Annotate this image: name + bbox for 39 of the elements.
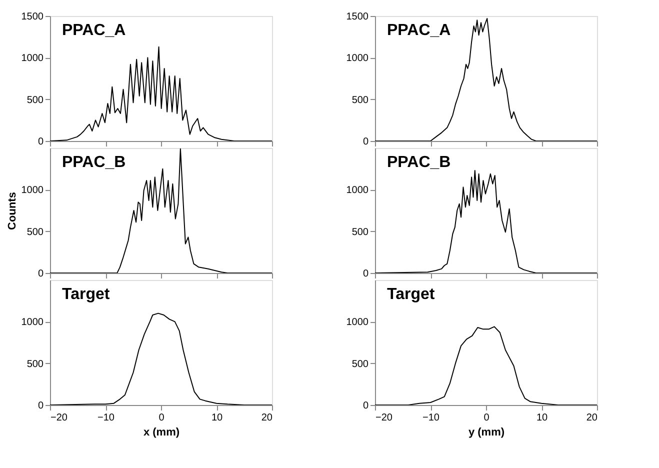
x-axis-title: y (mm) (468, 426, 505, 438)
y-tick-label: 0 (362, 400, 369, 412)
y-tick-label: 1500 (346, 12, 369, 22)
annotation: PPAC_B (62, 154, 126, 171)
x-tick-label: 20 (586, 412, 598, 424)
y-tick-label: 0 (38, 268, 44, 280)
y-tick-label: 0 (362, 136, 369, 148)
y-tick-label: 500 (26, 94, 44, 106)
y-tick-label: 0 (38, 136, 44, 148)
x-tick-label: −20 (50, 412, 68, 424)
x-tick-label: 10 (536, 412, 548, 424)
y-tick-label: 500 (26, 358, 44, 370)
annotation: PPAC_B (387, 154, 451, 171)
annotation: PPAC_A (387, 22, 452, 39)
annotation: Target (62, 286, 110, 303)
y-tick-label: 1000 (21, 185, 44, 196)
annotation: PPAC_A (62, 22, 126, 39)
y-tick-label: 1000 (21, 53, 44, 64)
x-tick-label: −20 (376, 412, 393, 424)
y-tick-label: 0 (362, 268, 369, 280)
x-axis-title: x (mm) (143, 426, 180, 438)
x-tick-label: 20 (261, 412, 273, 424)
y-tick-label: 0 (38, 400, 44, 412)
x-tick-label: 0 (484, 412, 490, 424)
x-tick-label: 0 (158, 412, 165, 424)
y-tick-label: 1000 (346, 53, 369, 64)
y-tick-label: 1000 (346, 185, 369, 196)
y-tick-label: 500 (26, 226, 44, 238)
y-axis-title: Counts (6, 192, 18, 230)
y-tick-label: 500 (352, 358, 369, 370)
y-tick-label: 500 (352, 226, 369, 238)
x-tick-label: −10 (98, 412, 115, 424)
y-tick-label: 1500 (21, 12, 44, 22)
x-tick-label: −10 (422, 412, 440, 424)
y-tick-label: 1000 (21, 317, 44, 328)
y-tick-label: 500 (352, 94, 369, 106)
x-tick-label: 10 (211, 412, 223, 424)
annotation: Target (387, 286, 436, 303)
y-tick-label: 1000 (346, 317, 369, 328)
